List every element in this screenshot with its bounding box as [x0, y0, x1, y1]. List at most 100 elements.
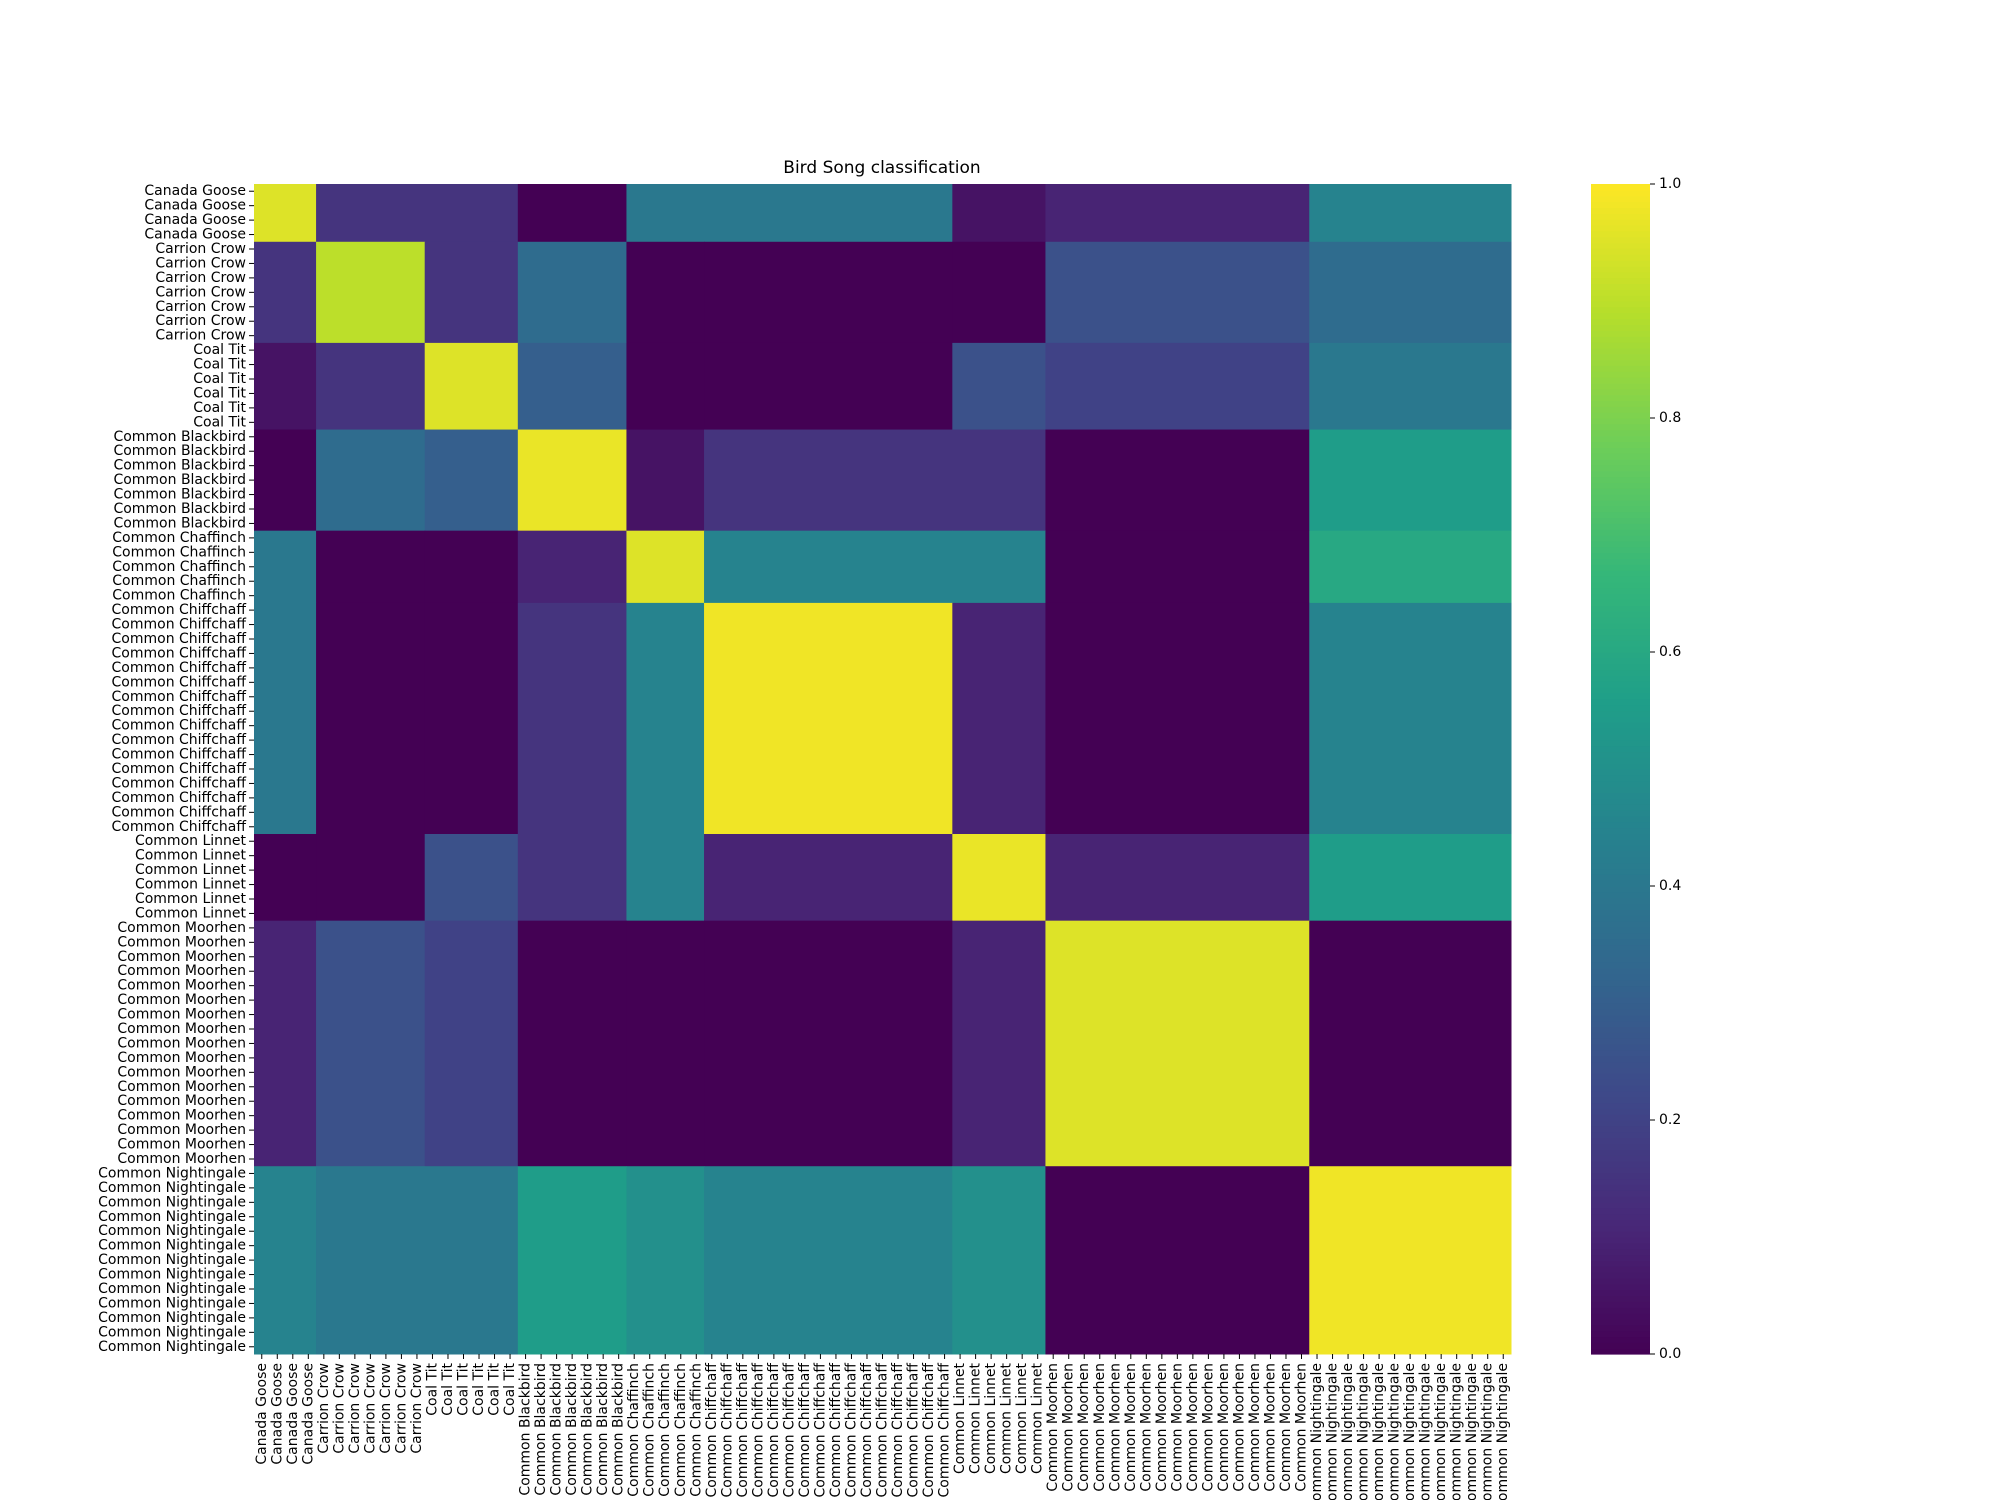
- heatmap-cell: [1309, 429, 1512, 532]
- y-tick-label: Common Chiffchaff: [112, 631, 247, 647]
- colorbar-segment: [1591, 1172, 1650, 1180]
- colorbar-segment: [1591, 926, 1650, 934]
- heatmap-cell: [254, 184, 317, 243]
- colorbar-tick-label: 0.0: [1659, 1346, 1681, 1362]
- colorbar-segment: [1591, 1108, 1650, 1115]
- colorbar-segment: [1591, 663, 1650, 671]
- colorbar-segment: [1591, 1032, 1650, 1039]
- heatmap-cell: [254, 342, 317, 431]
- x-tick-label: Carrion Crow: [409, 1363, 425, 1454]
- colorbar-segment: [1591, 453, 1650, 460]
- x-tick-label: Canada Goose: [300, 1363, 316, 1465]
- heatmap-cell: [424, 1166, 519, 1355]
- heatmap-cell: [704, 920, 953, 1167]
- heatmap-cell: [1045, 241, 1310, 344]
- x-tick-label: Common Chaffinch: [626, 1363, 642, 1497]
- x-tick-label: Common Blackbird: [564, 1363, 580, 1496]
- colorbar-segment: [1591, 1131, 1650, 1139]
- colorbar-segment: [1591, 400, 1650, 407]
- x-tick-label: Common Moorhen: [1231, 1363, 1247, 1492]
- heatmap-cell: [1045, 184, 1310, 243]
- y-tick-label: Coal Tit: [193, 371, 246, 387]
- x-tick-label: Carrion Crow: [378, 1363, 394, 1454]
- y-tick-label: Common Nightingale: [98, 1339, 246, 1355]
- colorbar-segment: [1591, 628, 1650, 636]
- colorbar-segment: [1591, 1336, 1650, 1343]
- heatmap-cell: [424, 184, 519, 243]
- y-tick-label: Common Chaffinch: [112, 530, 246, 546]
- colorbar-segment: [1591, 751, 1650, 758]
- colorbar-segment: [1591, 1043, 1650, 1051]
- y-tick-label: Carrion Crow: [155, 313, 246, 329]
- colorbar-segment: [1591, 821, 1650, 829]
- x-tick-label: Common Moorhen: [1107, 1363, 1123, 1492]
- colorbar-segment: [1591, 962, 1650, 969]
- colorbar-segment: [1591, 511, 1650, 519]
- heatmap-cell: [626, 1166, 705, 1355]
- colorbar-segment: [1591, 997, 1650, 1004]
- colorbar-segment: [1591, 365, 1650, 372]
- colorbar-segment: [1591, 1201, 1650, 1209]
- heatmap-cell: [1045, 1166, 1310, 1355]
- y-tick-label: Common Nightingale: [98, 1180, 246, 1196]
- y-tick-label: Common Chiffchaff: [112, 732, 247, 748]
- colorbar-segment: [1591, 839, 1650, 846]
- colorbar-segment: [1591, 406, 1650, 413]
- colorbar-segment: [1591, 704, 1650, 712]
- colorbar-segment: [1591, 418, 1650, 425]
- heatmap-cell: [952, 602, 1046, 835]
- x-tick-label: Common Blackbird: [611, 1363, 627, 1496]
- x-tick-label: Common Chiffchaff: [766, 1363, 782, 1498]
- colorbar-segment: [1591, 476, 1650, 483]
- y-tick-label: Common Moorhen: [117, 934, 246, 950]
- x-tick-label: Carrion Crow: [316, 1363, 332, 1454]
- colorbar-segment: [1591, 535, 1650, 542]
- colorbar-segment: [1591, 1324, 1650, 1332]
- colorbar-segment: [1591, 289, 1650, 296]
- colorbar-segment: [1591, 1260, 1650, 1267]
- colorbar-segment: [1591, 1137, 1650, 1144]
- colorbar-segment: [1591, 646, 1650, 653]
- y-tick-label: Common Nightingale: [98, 1165, 246, 1181]
- x-tick-label: Common Chiffchaff: [859, 1363, 875, 1498]
- colorbar-segment: [1591, 850, 1650, 858]
- heatmap-cell: [1309, 530, 1512, 604]
- y-tick-label: Common Chiffchaff: [112, 819, 247, 835]
- colorbar-segment: [1591, 763, 1650, 770]
- colorbar-segment: [1591, 236, 1650, 244]
- colorbar-segment: [1591, 529, 1650, 536]
- colorbar-segment: [1591, 1020, 1650, 1027]
- x-tick-label: Common Linnet: [1014, 1362, 1030, 1474]
- colorbar-segment: [1591, 985, 1650, 992]
- x-tick-label: Common Moorhen: [1278, 1363, 1294, 1492]
- colorbar-segment: [1591, 909, 1650, 916]
- colorbar-segment: [1591, 435, 1650, 442]
- x-tick-label: Common Chiffchaff: [797, 1363, 813, 1498]
- colorbar-segment: [1591, 915, 1650, 922]
- colorbar-tick-label: 0.4: [1659, 878, 1681, 894]
- heatmap-cell: [952, 530, 1046, 604]
- colorbar-segment: [1591, 611, 1650, 618]
- colorbar-segment: [1591, 377, 1650, 384]
- colorbar-segment: [1591, 1084, 1650, 1092]
- x-tick-label: Common Moorhen: [1123, 1363, 1139, 1492]
- y-tick-label: Carrion Crow: [155, 270, 246, 286]
- x-tick-label: Common Linnet: [1030, 1362, 1046, 1474]
- colorbar-segment: [1591, 698, 1650, 706]
- heatmap-cell: [517, 920, 627, 1167]
- colorbar-segment: [1591, 681, 1650, 688]
- x-tick-label: Common Nightingale: [1464, 1363, 1480, 1500]
- y-tick-label: Common Chaffinch: [112, 588, 246, 604]
- colorbar-segment: [1591, 359, 1650, 366]
- y-tick-label: Common Chiffchaff: [112, 804, 247, 820]
- colorbar-segment: [1591, 880, 1650, 887]
- y-tick-label: Common Chiffchaff: [112, 718, 247, 734]
- colorbar-segment: [1591, 1079, 1650, 1086]
- y-tick-label: Common Blackbird: [113, 515, 246, 531]
- colorbar-segment: [1591, 371, 1650, 378]
- colorbar-segment: [1591, 938, 1650, 946]
- heatmap-cell: [952, 342, 1046, 431]
- heatmap-cell: [952, 834, 1046, 922]
- colorbar-segment: [1591, 482, 1650, 489]
